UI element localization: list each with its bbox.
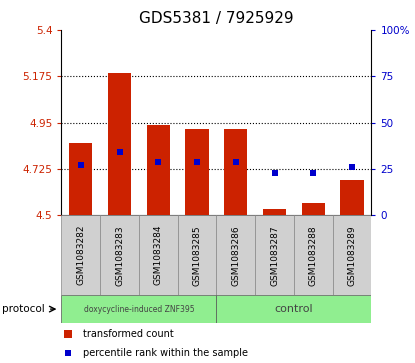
Bar <box>333 215 371 295</box>
Bar <box>178 215 217 295</box>
Bar <box>217 215 255 295</box>
Text: GSM1083284: GSM1083284 <box>154 225 163 285</box>
Bar <box>61 215 100 295</box>
Text: GSM1083282: GSM1083282 <box>76 225 85 285</box>
Text: GSM1083287: GSM1083287 <box>270 225 279 286</box>
Text: GSM1083285: GSM1083285 <box>193 225 202 286</box>
Text: GSM1083288: GSM1083288 <box>309 225 318 286</box>
Bar <box>302 203 325 215</box>
Text: doxycycline-induced ZNF395: doxycycline-induced ZNF395 <box>83 305 194 314</box>
Bar <box>69 143 93 215</box>
Text: transformed count: transformed count <box>83 329 174 339</box>
Bar <box>217 295 371 323</box>
Bar <box>146 125 170 215</box>
Text: GSM1083286: GSM1083286 <box>231 225 240 286</box>
Bar <box>108 73 131 215</box>
Text: GSM1083283: GSM1083283 <box>115 225 124 286</box>
Bar <box>340 180 364 215</box>
Bar <box>186 129 209 215</box>
Title: GDS5381 / 7925929: GDS5381 / 7925929 <box>139 11 294 26</box>
Bar <box>100 215 139 295</box>
Bar <box>224 129 247 215</box>
Text: control: control <box>275 304 313 314</box>
Text: GSM1083289: GSM1083289 <box>347 225 356 286</box>
Text: protocol: protocol <box>2 304 45 314</box>
Bar <box>263 209 286 215</box>
Text: percentile rank within the sample: percentile rank within the sample <box>83 348 248 358</box>
Bar <box>294 215 333 295</box>
Bar <box>139 215 178 295</box>
Bar <box>61 295 217 323</box>
Bar <box>255 215 294 295</box>
